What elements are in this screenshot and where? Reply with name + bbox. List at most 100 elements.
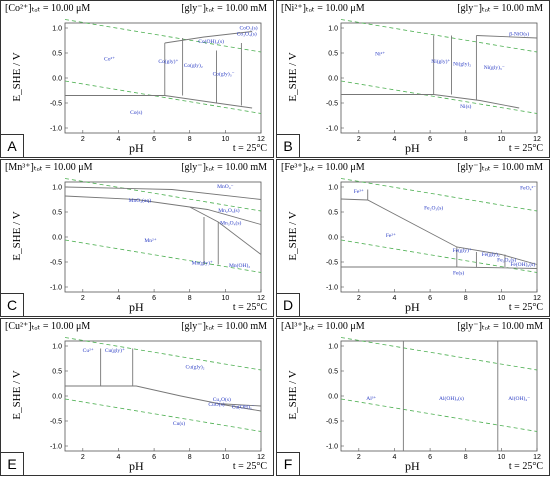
x-tick-label: 12	[257, 295, 265, 302]
species-label: MnO₂(aq)	[129, 197, 152, 204]
x-tick-label: 6	[152, 454, 156, 461]
oxygen-line	[340, 178, 538, 212]
plot-frame	[340, 22, 538, 134]
y-tick-label: 0.5	[52, 369, 62, 376]
phase-boundary	[216, 403, 262, 407]
species-label: Mn(gly)⁺	[192, 260, 213, 267]
species-label: Fe(gly)₂	[482, 251, 500, 258]
metal-concentration: [Al³⁺]ₜₒₜ = 10.00 μM	[281, 321, 365, 332]
species-label: Mn₂O₃(s)	[218, 207, 239, 214]
x-tick-label: 2	[357, 295, 361, 302]
species-label: Co(OH)₂(s)	[198, 38, 224, 45]
x-tick-label: 6	[428, 295, 432, 302]
species-label: Cu(gly)₂	[186, 364, 205, 371]
pourbaix-plot-c: 1.0 0.5 0.0 -0.5 -1.0 2 4 6 8 10 12 MnO₄⁻ MnO₂(aq) Mn…	[50, 178, 265, 302]
temperature-label: t = 25°C	[232, 461, 267, 472]
y-tick-label: 0.5	[52, 210, 62, 217]
x-tick-label: 8	[188, 295, 192, 302]
x-axis-label: pH	[129, 459, 144, 473]
y-axis-label: E_SHE / V	[11, 211, 23, 261]
x-tick-label: 6	[428, 454, 432, 461]
y-tick-label: -1.0	[326, 126, 338, 133]
x-tick-label: 6	[152, 136, 156, 143]
ligand-concentration: [gly⁻]ₜₒₜ = 10.00 mM	[457, 162, 543, 173]
y-axis-label: E_SHE / V	[287, 211, 299, 261]
x-axis-label: pH	[405, 141, 420, 155]
ligand-concentration: [gly⁻]ₜₒₜ = 10.00 mM	[181, 3, 267, 14]
x-tick-label: 2	[357, 136, 361, 143]
temperature-label: t = 25°C	[232, 143, 267, 154]
temperature-label: t = 25°C	[508, 143, 543, 154]
y-tick-label: 0.0	[52, 394, 62, 401]
y-tick-label: -1.0	[50, 285, 62, 292]
y-tick-label: 1.0	[52, 26, 62, 33]
y-tick-label: -0.5	[326, 260, 338, 267]
species-label: Cu²⁺	[83, 347, 94, 354]
ligand-concentration: [gly⁻]ₜₒₜ = 10.00 mM	[457, 3, 543, 14]
y-tick-label: -0.5	[50, 419, 62, 426]
y-tick-label: -1.0	[326, 285, 338, 292]
y-tick-label: 0.0	[328, 394, 338, 401]
x-tick-label: 4	[393, 295, 397, 302]
y-tick-label: -1.0	[50, 126, 62, 133]
x-tick-label: 2	[81, 136, 85, 143]
phase-boundary	[341, 94, 520, 109]
species-label: Cu(s)	[173, 420, 185, 427]
y-tick-label: 1.0	[52, 344, 62, 351]
y-axis-label: E_SHE / V	[287, 370, 299, 420]
panel-a: [Co²⁺]ₜₒₜ = 10.00 μM [gly⁻]ₜₒₜ = 10.00 m…	[0, 0, 274, 158]
species-label: Mn²⁺	[144, 237, 156, 244]
species-label: Fe(gly)⁺	[453, 247, 472, 254]
metal-concentration: [Ni²⁺]ₜₒₜ = 10.00 μM	[281, 3, 365, 14]
x-tick-label: 8	[464, 136, 468, 143]
metal-concentration: [Mn³⁺]ₜₒₜ = 10.00 μM	[5, 162, 93, 173]
metal-concentration: [Cu²⁺]ₜₒₜ = 10.00 μM	[5, 321, 91, 332]
species-label: FeO₄²⁻	[520, 186, 536, 192]
x-tick-label: 8	[464, 454, 468, 461]
x-tick-label: 8	[188, 136, 192, 143]
hydrogen-line	[64, 239, 262, 273]
panel-letter: B	[277, 134, 300, 157]
y-tick-label: -1.0	[50, 444, 62, 451]
phase-boundary	[64, 186, 262, 200]
y-tick-label: 1.0	[328, 344, 338, 351]
y-tick-label: 1.0	[52, 185, 62, 192]
oxygen-line	[64, 337, 262, 371]
y-tick-label: 0.5	[328, 369, 338, 376]
panel-c: [Mn³⁺]ₜₒₜ = 10.00 μM [gly⁻]ₜₒₜ = 10.00 m…	[0, 159, 274, 317]
species-label: Co(s)	[130, 109, 142, 116]
panel-letter: E	[1, 452, 24, 475]
ligand-concentration: [gly⁻]ₜₒₜ = 10.00 mM	[181, 321, 267, 332]
species-label: Ni(gly)₂	[453, 61, 471, 68]
x-tick-label: 4	[117, 136, 121, 143]
species-label: Fe₃O₄(s)	[497, 257, 516, 264]
y-tick-label: -1.0	[326, 444, 338, 451]
phase-boundary	[64, 195, 262, 225]
plot-frame	[64, 181, 262, 293]
x-tick-label: 2	[81, 295, 85, 302]
phase-boundary	[65, 95, 253, 109]
species-label: Fe(s)	[453, 270, 464, 277]
x-tick-label: 12	[533, 454, 541, 461]
y-tick-label: -0.5	[50, 260, 62, 267]
species-label: Co²⁺	[104, 56, 115, 63]
phase-boundary	[476, 35, 538, 39]
y-tick-label: 0.5	[328, 51, 338, 58]
y-axis-label: E_SHE / V	[11, 52, 23, 102]
phase-boundary	[65, 385, 262, 412]
panel-b: [Ni²⁺]ₜₒₜ = 10.00 μM [gly⁻]ₜₒₜ = 10.00 m…	[276, 0, 550, 158]
ligand-concentration: [gly⁻]ₜₒₜ = 10.00 mM	[181, 162, 267, 173]
x-axis-label: pH	[405, 459, 420, 473]
species-label: Fe³⁺	[354, 188, 364, 195]
plot-frame	[64, 340, 262, 452]
hydrogen-line	[340, 80, 538, 114]
x-tick-label: 4	[117, 295, 121, 302]
x-tick-label: 10	[221, 136, 229, 143]
species-label: Al(OH)₃(s)	[439, 395, 464, 402]
oxygen-line	[340, 19, 538, 53]
temperature-label: t = 25°C	[508, 461, 543, 472]
species-label: CoO₂(s)	[239, 25, 257, 32]
y-tick-label: 0.5	[328, 210, 338, 217]
